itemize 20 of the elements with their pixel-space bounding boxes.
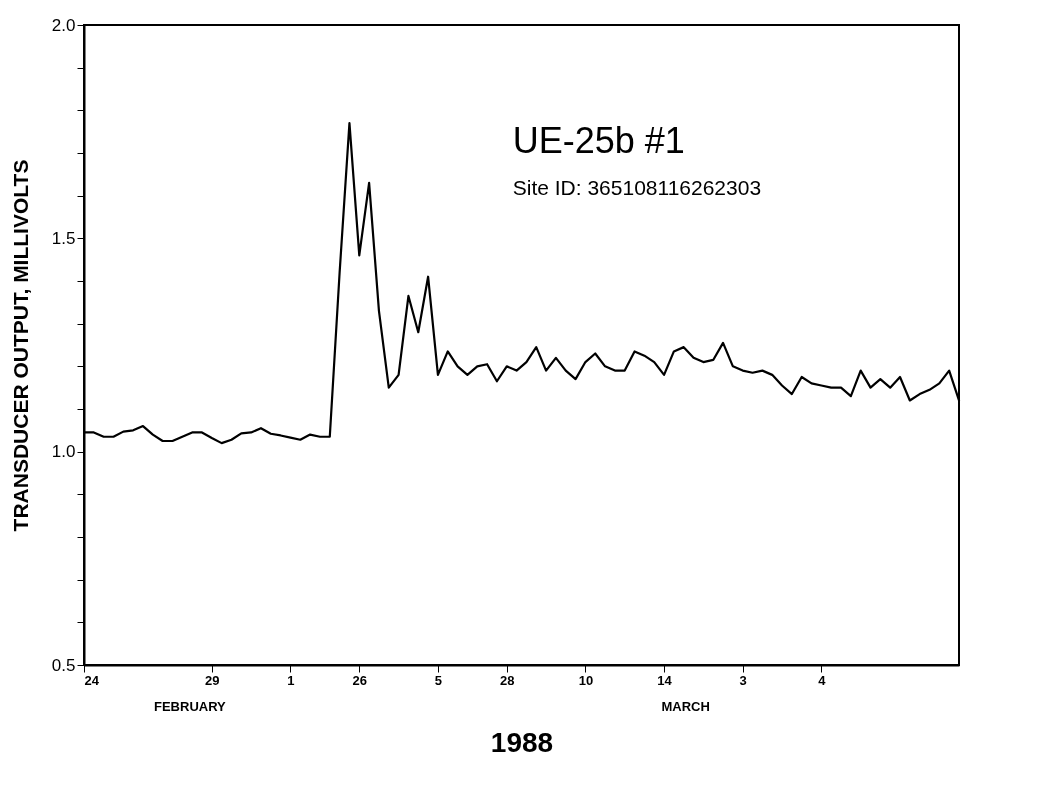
x-tick-label: 26 (352, 672, 368, 688)
text: FEBRUARY (154, 699, 227, 714)
x-tick-label: 24 (84, 672, 100, 688)
annotation: Site ID: 365108116262303 (512, 175, 762, 199)
y-tick-label: 1.5 (51, 228, 76, 248)
x-axis-title: 1988 (490, 726, 554, 758)
x-tick-label: 28 (500, 672, 515, 688)
y-tick-label: 1.0 (51, 442, 76, 462)
x-tick-label: 3 (739, 672, 747, 688)
x-tick-label: 14 (657, 672, 673, 688)
x-tick-label: 29 (205, 672, 220, 688)
y-tick-label: 0.5 (51, 655, 76, 675)
y-axis-title: TRANSDUCER OUTPUT, MILLIVOLTS (8, 159, 32, 532)
annotation: UE-25b #1 (512, 120, 685, 161)
x-tick-label: 1 (287, 672, 295, 688)
y-tick-label: 2.0 (51, 15, 76, 35)
x-tick-label: 4 (818, 672, 827, 688)
x-tick-label: 5 (434, 672, 443, 688)
x-tick-label: 10 (578, 672, 594, 688)
text: MARCH (661, 699, 710, 714)
